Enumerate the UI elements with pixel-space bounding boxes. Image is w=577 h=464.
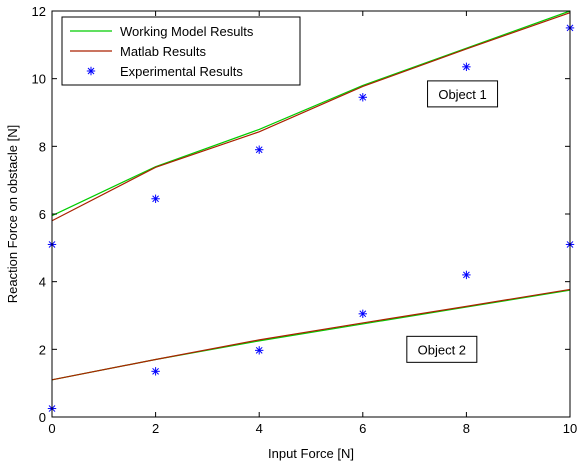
x-tick-label: 4 — [256, 421, 263, 436]
data-point — [151, 367, 160, 376]
y-tick-label: 2 — [39, 342, 46, 357]
series-line — [51, 288, 571, 381]
y-tick-label: 0 — [39, 410, 46, 425]
legend: Working Model Results Matlab Results Exper… — [61, 16, 301, 86]
annotation-label: Object 1 — [438, 87, 486, 102]
x-tick-label: 10 — [563, 421, 577, 436]
legend-label: Matlab Results — [120, 44, 206, 59]
legend-swatch — [86, 66, 96, 76]
data-point — [462, 62, 471, 72]
data-point — [358, 93, 367, 102]
series-1 — [51, 12, 571, 381]
x-tick-label: 2 — [152, 421, 159, 436]
legend-entry: Working Model Results — [70, 24, 254, 39]
legend-entry: Experimental Results — [86, 64, 243, 79]
annotation-box — [406, 335, 478, 363]
y-tick-label: 10 — [32, 72, 46, 87]
annotation-label: Object 2 — [418, 342, 466, 357]
legend-entry: Matlab Results — [70, 44, 206, 59]
series-layer — [47, 10, 575, 413]
y-tick-label: 8 — [39, 139, 46, 154]
legend-label: Experimental Results — [120, 64, 243, 79]
series-line — [51, 12, 571, 222]
data-point — [151, 194, 160, 203]
data-point — [255, 346, 264, 355]
legend-label: Working Model Results — [120, 24, 254, 39]
series-2 — [47, 23, 575, 413]
x-axis-label: Input Force [N] — [268, 446, 354, 461]
y-tick-label: 4 — [39, 275, 46, 290]
data-point — [255, 145, 264, 154]
x-tick-label: 6 — [359, 421, 366, 436]
annotation-layer: Object 1 Object 2 — [406, 80, 499, 363]
annotation: Object 1 — [427, 80, 499, 108]
y-tick-label: 12 — [32, 4, 46, 19]
y-axis-label: Reaction Force on obstacle [N] — [5, 125, 20, 303]
ticks-layer: 0 2 4 6 8 10 0 2 4 6 8 10 12 — [32, 4, 577, 436]
y-tick-label: 6 — [39, 207, 46, 222]
data-point — [462, 270, 471, 280]
data-point — [358, 309, 367, 319]
series-line — [51, 10, 571, 217]
x-tick-label: 8 — [463, 421, 470, 436]
x-tick-label: 0 — [48, 421, 55, 436]
annotation-box — [427, 80, 499, 108]
annotation: Object 2 — [406, 335, 478, 363]
